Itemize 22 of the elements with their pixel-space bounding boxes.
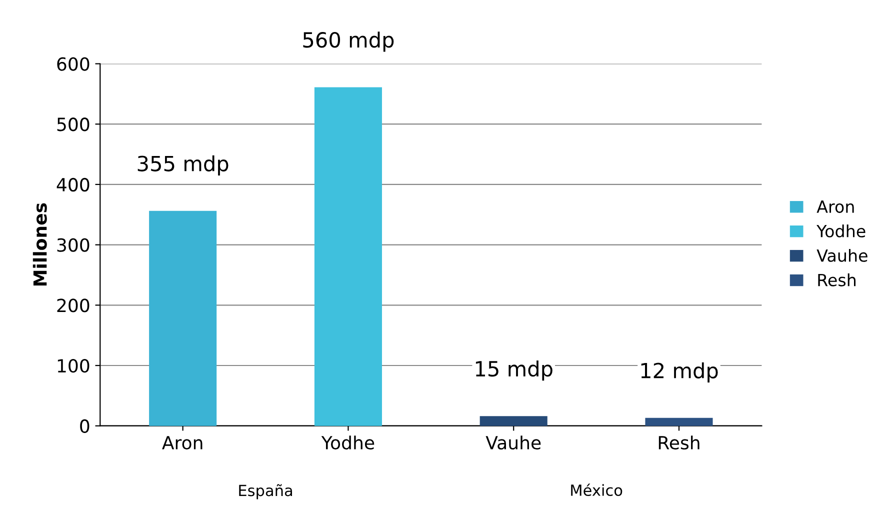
x-tick-label: Aron bbox=[162, 436, 202, 450]
y-tick-label: 0 bbox=[80, 419, 90, 433]
legend-label: Yodhe bbox=[816, 224, 866, 238]
y-tick-label: 200 bbox=[57, 298, 90, 312]
y-tick-label: 400 bbox=[56, 178, 90, 192]
text: México bbox=[571, 484, 622, 496]
data-label: 560 mdp bbox=[303, 32, 394, 52]
y-tick-label: 600 bbox=[57, 57, 90, 71]
y-tick-label: 100 bbox=[58, 358, 90, 373]
data-label: 355 mdp bbox=[138, 155, 228, 176]
legend-label: Aron bbox=[816, 200, 854, 213]
x-tick-label: Vauhe bbox=[486, 436, 541, 450]
x-tick-label: Resh bbox=[658, 436, 700, 450]
y-tick-label: 300 bbox=[57, 238, 90, 252]
text: España bbox=[239, 484, 292, 500]
legend-label: Vauhe bbox=[816, 248, 868, 262]
legend-label: Resh bbox=[818, 273, 856, 286]
y-axis-title: Millones bbox=[32, 203, 47, 286]
x-tick-label: Yodhe bbox=[321, 436, 374, 450]
data-label: 12 mdp bbox=[641, 362, 718, 382]
y-tick-label: 500 bbox=[57, 118, 90, 132]
data-label: 15 mdp bbox=[476, 360, 552, 381]
